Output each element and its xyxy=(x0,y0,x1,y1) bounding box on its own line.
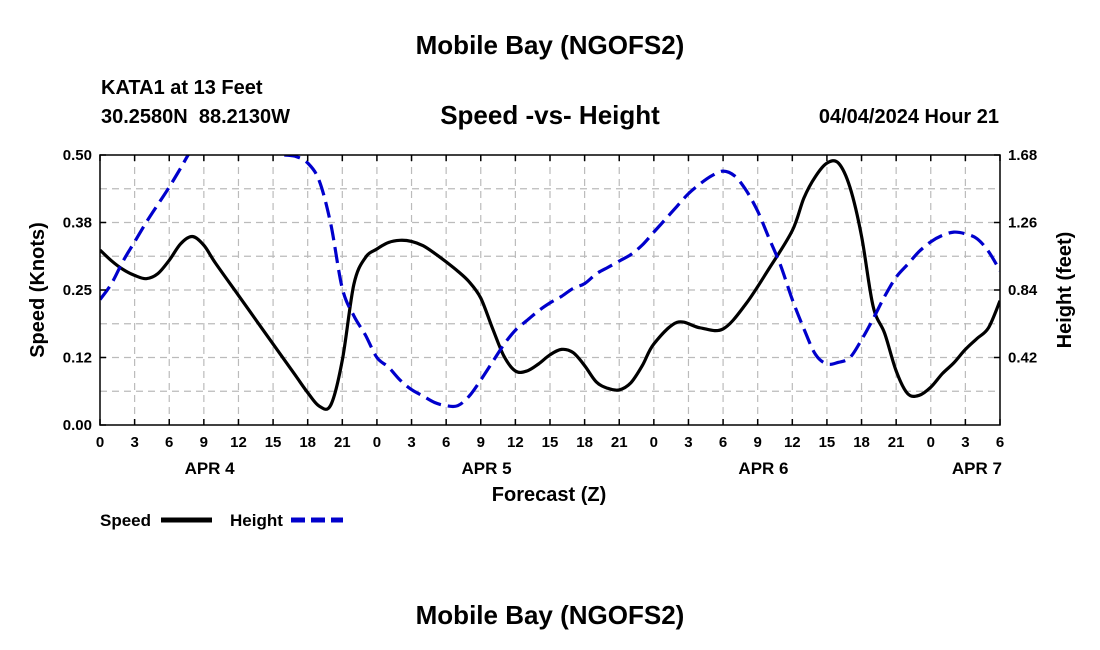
y-tick-label: 0.00 xyxy=(63,417,92,434)
x-tick-label: 0 xyxy=(927,434,935,451)
x-tick-label: 21 xyxy=(611,434,628,451)
x-tick-label: 6 xyxy=(719,434,727,451)
y-tick-label: 0.12 xyxy=(63,350,92,367)
x-tick-label: 3 xyxy=(684,434,692,451)
chart-subtitle: Speed -vs- Height xyxy=(440,100,660,130)
x-tick-label: 0 xyxy=(96,434,104,451)
x-tick-label: 6 xyxy=(442,434,450,451)
x-tick-label: 15 xyxy=(542,434,559,451)
y2-tick-label: 0.42 xyxy=(1008,350,1037,367)
legend-speed-label: Speed xyxy=(100,511,151,530)
y-tick-label: 0.25 xyxy=(63,282,92,299)
y2-tick-label: 1.26 xyxy=(1008,215,1037,232)
footer-title: Mobile Bay (NGOFS2) xyxy=(415,600,685,630)
x-tick-label: 18 xyxy=(853,434,870,451)
x-tick-label: 0 xyxy=(650,434,658,451)
x-tick-label: 3 xyxy=(130,434,138,451)
date-label: APR 7 xyxy=(952,459,1002,478)
y2-tick-label: 0.84 xyxy=(1008,282,1038,299)
y-tick-label: 0.38 xyxy=(63,215,92,232)
date-label: APR 6 xyxy=(738,459,788,478)
x-tick-label: 15 xyxy=(265,434,282,451)
speed-series-line xyxy=(100,159,1000,411)
x-tick-label: 3 xyxy=(407,434,415,451)
x-tick-label: 12 xyxy=(230,434,247,451)
station-label: KATA1 at 13 Feet xyxy=(101,77,263,99)
date-label: APR 5 xyxy=(461,459,511,478)
height-series-line xyxy=(100,155,1000,409)
x-tick-label: 18 xyxy=(576,434,593,451)
coordinates-label: 30.2580N 88.2130W xyxy=(101,106,291,128)
x-tick-label: 9 xyxy=(200,434,208,451)
x-tick-label: 9 xyxy=(754,434,762,451)
x-tick-label: 21 xyxy=(888,434,905,451)
x-tick-label: 0 xyxy=(373,434,381,451)
x-tick-label: 18 xyxy=(299,434,316,451)
date-label: APR 4 xyxy=(185,459,236,478)
grid xyxy=(100,155,1000,425)
legend-height-label: Height xyxy=(230,511,283,530)
x-tick-label: 12 xyxy=(507,434,524,451)
x-tick-label: 15 xyxy=(819,434,836,451)
x-axis-title: Forecast (Z) xyxy=(492,484,606,506)
x-tick-label: 6 xyxy=(996,434,1004,451)
series-layer xyxy=(100,155,1000,411)
y-axis-title: Speed (Knots) xyxy=(27,222,49,358)
x-tick-label: 21 xyxy=(334,434,351,451)
x-tick-label: 6 xyxy=(165,434,173,451)
page-title: Mobile Bay (NGOFS2) xyxy=(415,30,685,60)
y2-tick-label: 1.68 xyxy=(1008,147,1037,164)
legend: Speed Height xyxy=(100,511,343,530)
x-tick-label: 3 xyxy=(961,434,969,451)
y-tick-label: 0.50 xyxy=(63,147,92,164)
x-tick-label: 9 xyxy=(477,434,485,451)
x-tick-label: 12 xyxy=(784,434,801,451)
axes: 0 3 6 9 12 15 18 21 0 3 6 9 12 15 18 21 0 3 6 9 12 15 18 21 0 3 6A… xyxy=(63,147,1038,478)
forecast-timestamp: 04/04/2024 Hour 21 xyxy=(818,106,999,128)
y2-axis-title: Height (feet) xyxy=(1054,232,1076,349)
